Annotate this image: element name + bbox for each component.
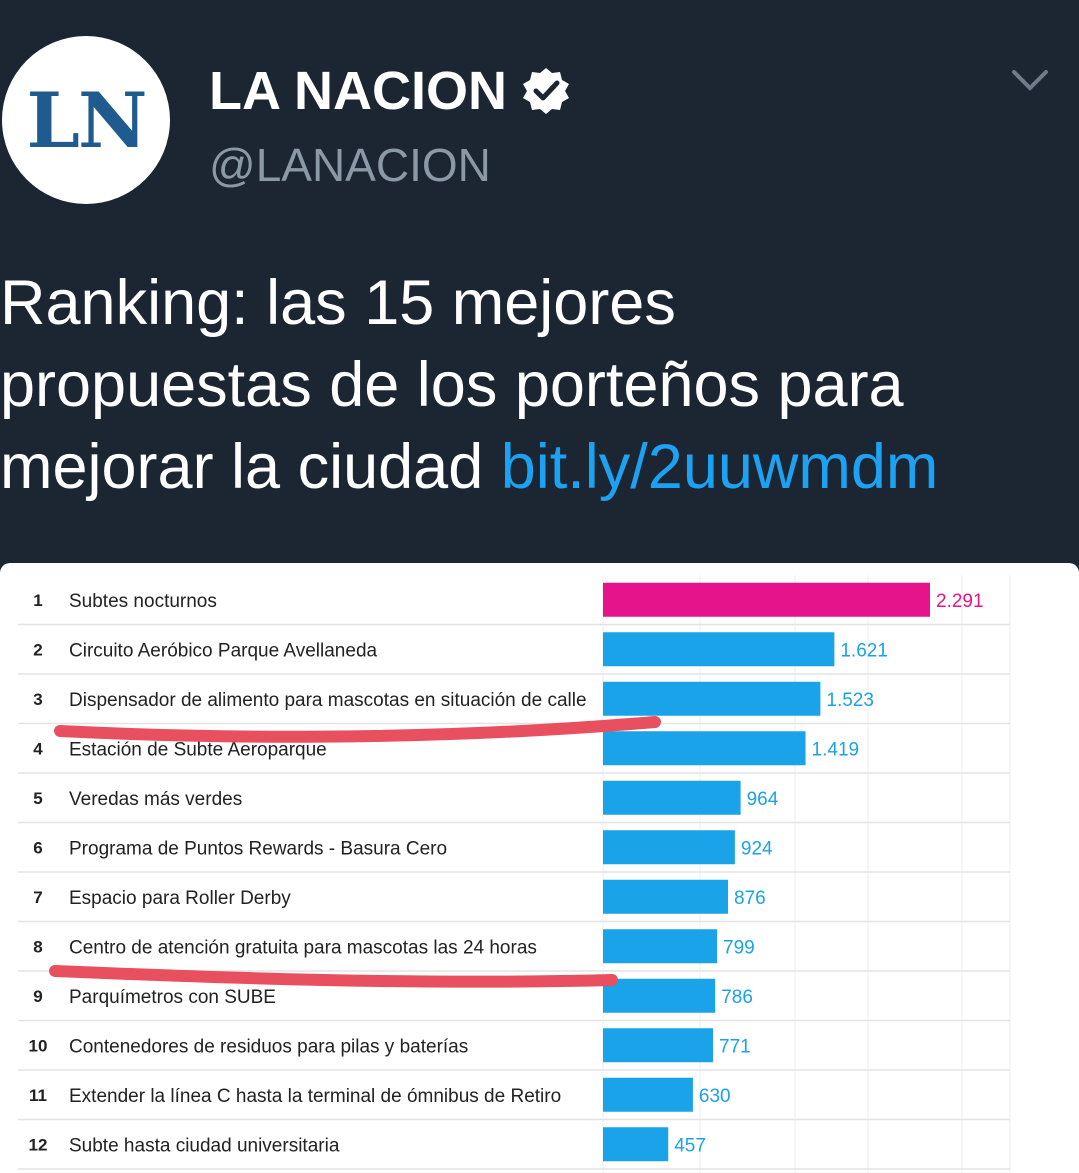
account-handle[interactable]: @LANACION (209, 139, 491, 191)
highlight-underline (49, 965, 618, 988)
bar (603, 1077, 693, 1112)
bar (603, 632, 835, 667)
bar-value-label: 1.419 (812, 739, 860, 760)
bar (603, 978, 716, 1013)
row-rank: 7 (33, 888, 42, 907)
ranking-chart: 1 Subtes nocturnos 2.291 2 Circuito Aeróbico… (18, 575, 1011, 1173)
bar-value-label: 771 (719, 1036, 751, 1057)
bar-value-label: 924 (741, 838, 773, 859)
bar-value-label: 1.621 (840, 640, 888, 661)
row-label: Veredas más verdes (69, 789, 242, 810)
row-rank: 1 (33, 591, 42, 610)
bar (603, 1028, 714, 1063)
row-rank: 6 (33, 838, 42, 857)
row-label: Extender la línea C hasta la terminal de… (69, 1086, 561, 1107)
bar (603, 681, 821, 716)
verified-badge-icon (522, 68, 569, 114)
bar (603, 780, 741, 815)
account-name-row[interactable]: LA NACION (209, 60, 571, 122)
row-label: Programa de Puntos Rewards - Basura Cero (69, 838, 447, 859)
tweet-link[interactable]: bit.ly/2uuwmdm (500, 432, 939, 502)
bar-value-label: 964 (747, 789, 779, 810)
row-label: Circuito Aeróbico Parque Avellaneda (69, 640, 378, 661)
bar (603, 1127, 669, 1162)
row-label: Subtes nocturnos (69, 591, 217, 612)
bar-value-label: 1.523 (826, 690, 874, 711)
tweet-text: Ranking: las 15 mejores propuestas de lo… (0, 262, 1079, 508)
row-label: Dispensador de alimento para mascotas en… (69, 690, 587, 711)
bar-value-label: 630 (699, 1086, 731, 1107)
bar (603, 879, 729, 914)
row-label: Subte hasta ciudad universitaria (69, 1135, 340, 1156)
row-rank: 5 (33, 789, 42, 808)
row-label: Parquímetros con SUBE (69, 987, 276, 1008)
row-label: Espacio para Roller Derby (69, 888, 291, 909)
bar-value-label: 876 (734, 888, 766, 909)
bar (603, 582, 930, 617)
row-rank: 11 (29, 1086, 47, 1105)
row-label: Contenedores de residuos para pilas y ba… (69, 1036, 468, 1057)
ranking-chart-card[interactable]: 1 Subtes nocturnos 2.291 2 Circuito Aeróbico… (0, 563, 1079, 1173)
highlight-underline (54, 716, 661, 743)
row-rank: 10 (29, 1036, 48, 1055)
avatar-logo: LN (26, 75, 148, 165)
row-label: Estación de Subte Aeroparque (69, 739, 327, 760)
row-rank: 2 (33, 640, 42, 659)
chevron-down-icon[interactable] (1010, 66, 1050, 96)
row-rank: 12 (29, 1135, 48, 1154)
bar-value-label: 457 (674, 1135, 706, 1156)
bar (603, 929, 718, 964)
account-name[interactable]: LA NACION (209, 61, 507, 121)
row-rank: 9 (33, 987, 42, 1006)
row-rank: 4 (33, 739, 43, 758)
row-rank: 3 (33, 690, 42, 709)
bar (603, 731, 806, 766)
tweet-body: Ranking: las 15 mejores propuestas de lo… (0, 268, 904, 502)
row-label: Centro de atención gratuita para mascota… (69, 937, 537, 958)
bar-value-label: 799 (723, 937, 755, 958)
row-rank: 8 (33, 937, 42, 956)
bar (603, 830, 735, 865)
bar-value-label: 2.291 (936, 591, 984, 612)
bar-value-label: 786 (721, 987, 753, 1008)
avatar[interactable]: LN (2, 36, 170, 204)
